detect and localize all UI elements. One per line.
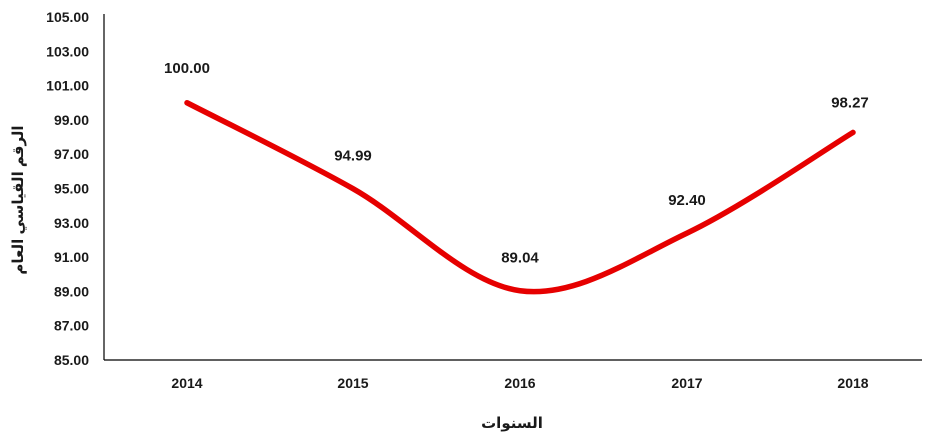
x-tick-label: 2015 [337, 375, 368, 391]
y-tick-label: 89.00 [54, 283, 89, 299]
x-axis-title: السنوات [481, 415, 543, 432]
y-tick-label: 99.00 [54, 112, 89, 128]
data-label: 89.04 [501, 250, 539, 267]
y-tick-label: 87.00 [54, 318, 89, 334]
y-tick-label: 93.00 [54, 215, 89, 231]
y-tick-label: 97.00 [54, 146, 89, 162]
y-tick-label: 101.00 [46, 78, 89, 94]
y-axis-title: الرقم القياسي العام [10, 125, 27, 274]
data-label: 94.99 [334, 148, 372, 165]
y-tick-label: 105.00 [46, 9, 89, 25]
y-tick-label: 103.00 [46, 43, 89, 59]
data-label: 92.40 [668, 192, 706, 209]
x-tick-label: 2018 [837, 375, 868, 391]
x-tick-labels: 2014 2015 2016 2017 2018 [171, 375, 868, 391]
data-label: 98.27 [831, 94, 869, 111]
y-tick-label: 85.00 [54, 352, 89, 368]
axes [103, 14, 922, 361]
data-label: 100.00 [164, 60, 210, 77]
x-tick-label: 2017 [671, 375, 702, 391]
y-tick-labels: 85.00 87.00 89.00 91.00 93.00 95.00 97.00 99.00… [46, 9, 89, 368]
y-tick-label: 95.00 [54, 181, 89, 197]
series-line [184, 100, 856, 295]
y-tick-label: 91.00 [54, 249, 89, 265]
series-line-group [184, 100, 856, 295]
x-tick-label: 2016 [504, 375, 535, 391]
data-labels: 100.00 94.99 89.04 92.40 98.27 [164, 60, 869, 267]
x-tick-label: 2014 [171, 375, 202, 391]
